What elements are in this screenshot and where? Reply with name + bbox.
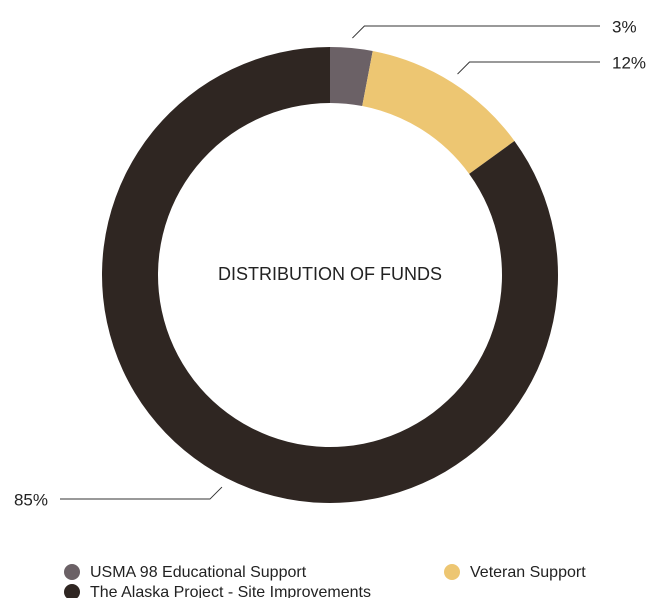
legend-swatch	[64, 564, 80, 580]
legend-label: USMA 98 Educational Support	[90, 564, 307, 581]
legend-label: Veteran Support	[470, 564, 586, 581]
slice	[362, 51, 515, 174]
data-label: 3%	[612, 18, 637, 37]
leader-line	[457, 61, 600, 75]
legend-swatch	[444, 564, 460, 580]
leader-line	[60, 486, 223, 500]
leader-line	[352, 25, 600, 39]
data-label: 85%	[14, 491, 48, 510]
data-label: 12%	[612, 54, 646, 73]
legend-swatch	[64, 584, 80, 598]
legend-label: The Alaska Project - Site Improvements	[90, 584, 371, 598]
slice	[330, 47, 373, 107]
chart-title: DISTRIBUTION OF FUNDS	[218, 264, 442, 284]
